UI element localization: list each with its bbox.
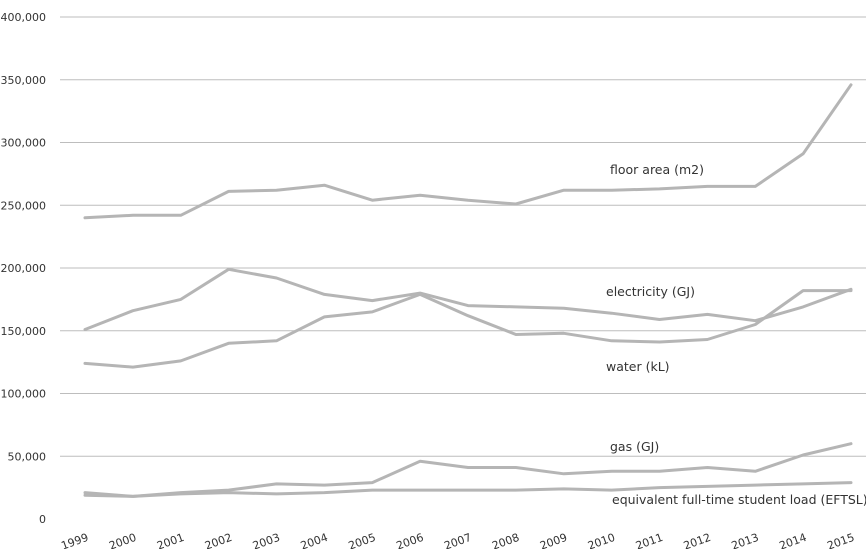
x-tick-label: 2000	[107, 531, 138, 549]
x-tick-label: 2007	[442, 531, 473, 549]
series-line	[83, 267, 853, 331]
series-lines	[83, 83, 853, 498]
series-label: gas (GJ)	[610, 439, 659, 454]
y-tick-label: 100,000	[1, 388, 47, 401]
series-line	[83, 83, 853, 220]
y-tick-label: 250,000	[1, 199, 47, 212]
grid-layer	[60, 16, 866, 457]
x-tick-label: 2006	[395, 531, 426, 549]
x-tick-label: 1999	[59, 531, 90, 549]
y-tick-label: 200,000	[1, 262, 47, 275]
y-tick-label: 150,000	[1, 325, 47, 338]
series-line	[83, 481, 853, 498]
series-label: electricity (GJ)	[606, 284, 695, 299]
series-labels: floor area (m2) electricity (GJ) water (kL…	[606, 162, 866, 507]
x-tick-label: 2008	[490, 531, 521, 549]
x-tick-label: 2015	[825, 531, 856, 549]
x-tick-label: 2005	[347, 531, 378, 549]
x-tick-label: 2012	[682, 531, 713, 549]
series-label: floor area (m2)	[610, 162, 704, 177]
x-tick-label: 2011	[634, 531, 665, 549]
y-tick-label: 300,000	[1, 137, 47, 150]
y-tick-label: 400,000	[1, 11, 47, 24]
x-axis-ticks: 1999 2000 2001 2002 2003 2004 2005 2006 2007 2008…	[59, 531, 856, 549]
y-tick-label: 50,000	[8, 450, 47, 463]
series-line	[83, 442, 853, 498]
x-tick-label: 2004	[299, 531, 330, 549]
x-tick-label: 2009	[538, 531, 569, 549]
series-line	[83, 289, 853, 369]
x-tick-label: 2001	[155, 531, 186, 549]
x-tick-label: 2010	[586, 531, 617, 549]
y-tick-label: 350,000	[1, 74, 47, 87]
y-axis-ticks: 0 50,000 100,000 150,000 200,000 250,000 300,0…	[1, 11, 47, 526]
y-tick-label: 0	[39, 513, 46, 526]
x-tick-label: 2002	[203, 531, 234, 549]
x-tick-label: 2003	[251, 531, 282, 549]
x-tick-label: 2014	[778, 531, 809, 549]
x-tick-label: 2013	[730, 531, 761, 549]
series-label: water (kL)	[606, 359, 670, 374]
series-label: equivalent full-time student load (EFTSL…	[612, 492, 866, 507]
